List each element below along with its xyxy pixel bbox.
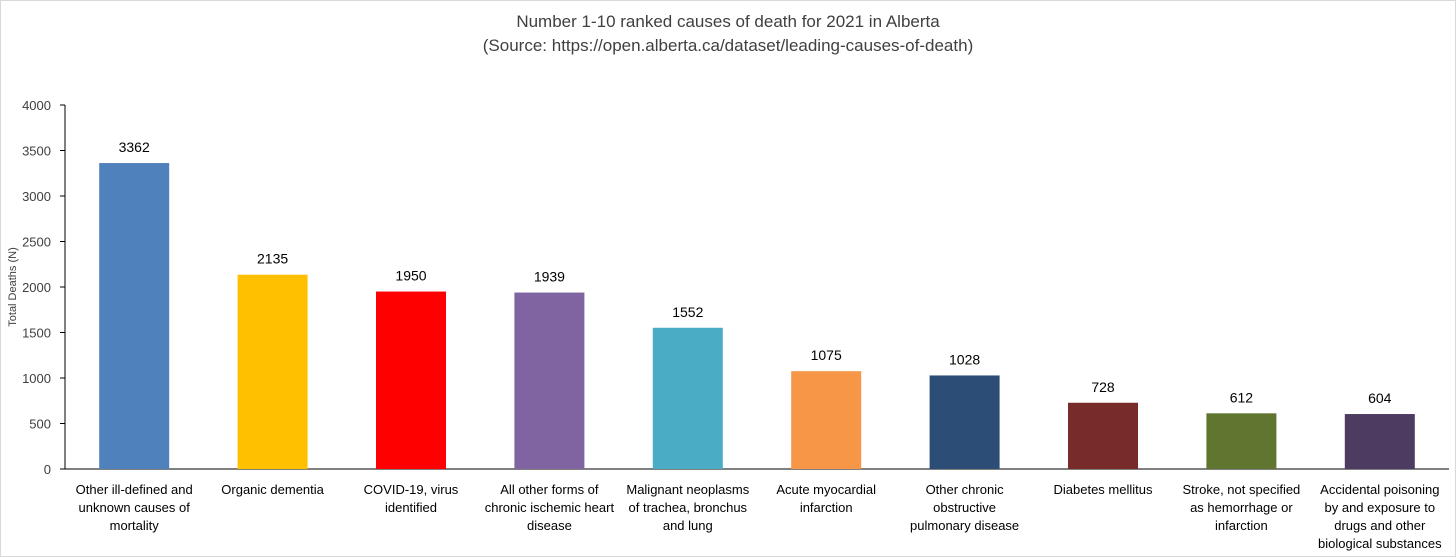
bar xyxy=(652,327,723,469)
y-tick-label: 2500 xyxy=(22,235,51,250)
category-label: Other chronic obstructive pulmonary diseas… xyxy=(910,482,1019,533)
data-label: 612 xyxy=(1230,389,1254,405)
category-label-line: Other chronic xyxy=(926,482,1005,497)
category-label-line: Malignant neoplasms xyxy=(626,482,749,497)
category-label-line: unknown causes of xyxy=(79,500,191,515)
category-label-line: pulmonary disease xyxy=(910,518,1019,533)
category-label-line: Acute myocardial xyxy=(776,482,876,497)
category-label-line: Accidental poisoning xyxy=(1320,482,1439,497)
y-tick-label: 1000 xyxy=(22,371,51,386)
bar xyxy=(1344,414,1415,469)
category-label-line: chronic ischemic heart xyxy=(485,500,615,515)
category-label-line: Organic dementia xyxy=(221,482,324,497)
bar xyxy=(1068,402,1138,469)
bar xyxy=(791,371,862,469)
category-label-line: of trachea, bronchus xyxy=(629,500,748,515)
category-label-line: Diabetes mellitus xyxy=(1054,482,1153,497)
data-label: 3362 xyxy=(119,139,150,155)
data-label: 2135 xyxy=(257,251,288,267)
category-label-line: mortality xyxy=(110,518,160,533)
y-tick-label: 4000 xyxy=(22,98,51,113)
y-axis-label: Total Deaths (N) xyxy=(7,247,19,326)
category-label: Organic dementia xyxy=(221,482,324,497)
category-label: Other ill-defined and unknown causes of mo… xyxy=(76,482,193,533)
category-label-line: infarction xyxy=(800,500,853,515)
y-tick-label: 3500 xyxy=(22,144,51,159)
category-label-line: biological substances xyxy=(1318,536,1442,551)
bar xyxy=(514,292,585,469)
category-label-line: Stroke, not specified xyxy=(1183,482,1301,497)
category-label-line: obstructive xyxy=(933,500,996,515)
data-label: 1075 xyxy=(811,347,842,363)
data-label: 1950 xyxy=(395,268,426,284)
category-label-line: Other ill-defined and xyxy=(76,482,193,497)
category-label: Diabetes mellitus xyxy=(1054,482,1153,497)
category-label: COVID-19, virus identified xyxy=(364,482,459,515)
category-label-line: as hemorrhage or xyxy=(1190,500,1293,515)
category-label-line: identified xyxy=(385,500,437,515)
bar xyxy=(929,375,1000,469)
category-label-line: drugs and other xyxy=(1334,518,1426,533)
y-tick-label: 3000 xyxy=(22,189,51,204)
y-tick-label: 2000 xyxy=(22,280,51,295)
category-label-line: by and exposure to xyxy=(1325,500,1436,515)
y-tick-label: 1500 xyxy=(22,326,51,341)
category-label-line: infarction xyxy=(1215,518,1268,533)
category-label: All other forms of chronic ischemic heart… xyxy=(485,482,615,533)
category-label: Stroke, not specified as hemorrhage or inf… xyxy=(1183,482,1301,533)
category-label-line: and lung xyxy=(663,518,713,533)
data-label: 728 xyxy=(1091,379,1115,395)
chart-title: Number 1-10 ranked causes of death for 2… xyxy=(516,12,940,31)
chart-subtitle: (Source: https://open.alberta.ca/dataset… xyxy=(482,36,974,55)
category-label: Acute myocardial infarction xyxy=(776,482,876,515)
bar xyxy=(376,291,446,469)
y-tick-label: 500 xyxy=(29,417,51,432)
category-label-line: COVID-19, virus xyxy=(364,482,459,497)
category-label: Accidental poisoning by and exposure to dr… xyxy=(1318,482,1442,551)
category-label-line: All other forms of xyxy=(500,482,599,497)
chart-title-block: Number 1-10 ranked causes of death for 2… xyxy=(0,10,1456,58)
data-label: 1552 xyxy=(672,304,703,320)
bar xyxy=(99,163,170,470)
bar xyxy=(1206,413,1277,469)
y-tick-label: 0 xyxy=(44,462,51,477)
data-label: 1939 xyxy=(534,269,565,285)
data-label: 604 xyxy=(1368,390,1392,406)
category-label-line: disease xyxy=(527,518,572,533)
data-label: 1028 xyxy=(949,351,980,367)
bar xyxy=(237,274,308,469)
category-label: Malignant neoplasms of trachea, bronchus a… xyxy=(626,482,749,533)
